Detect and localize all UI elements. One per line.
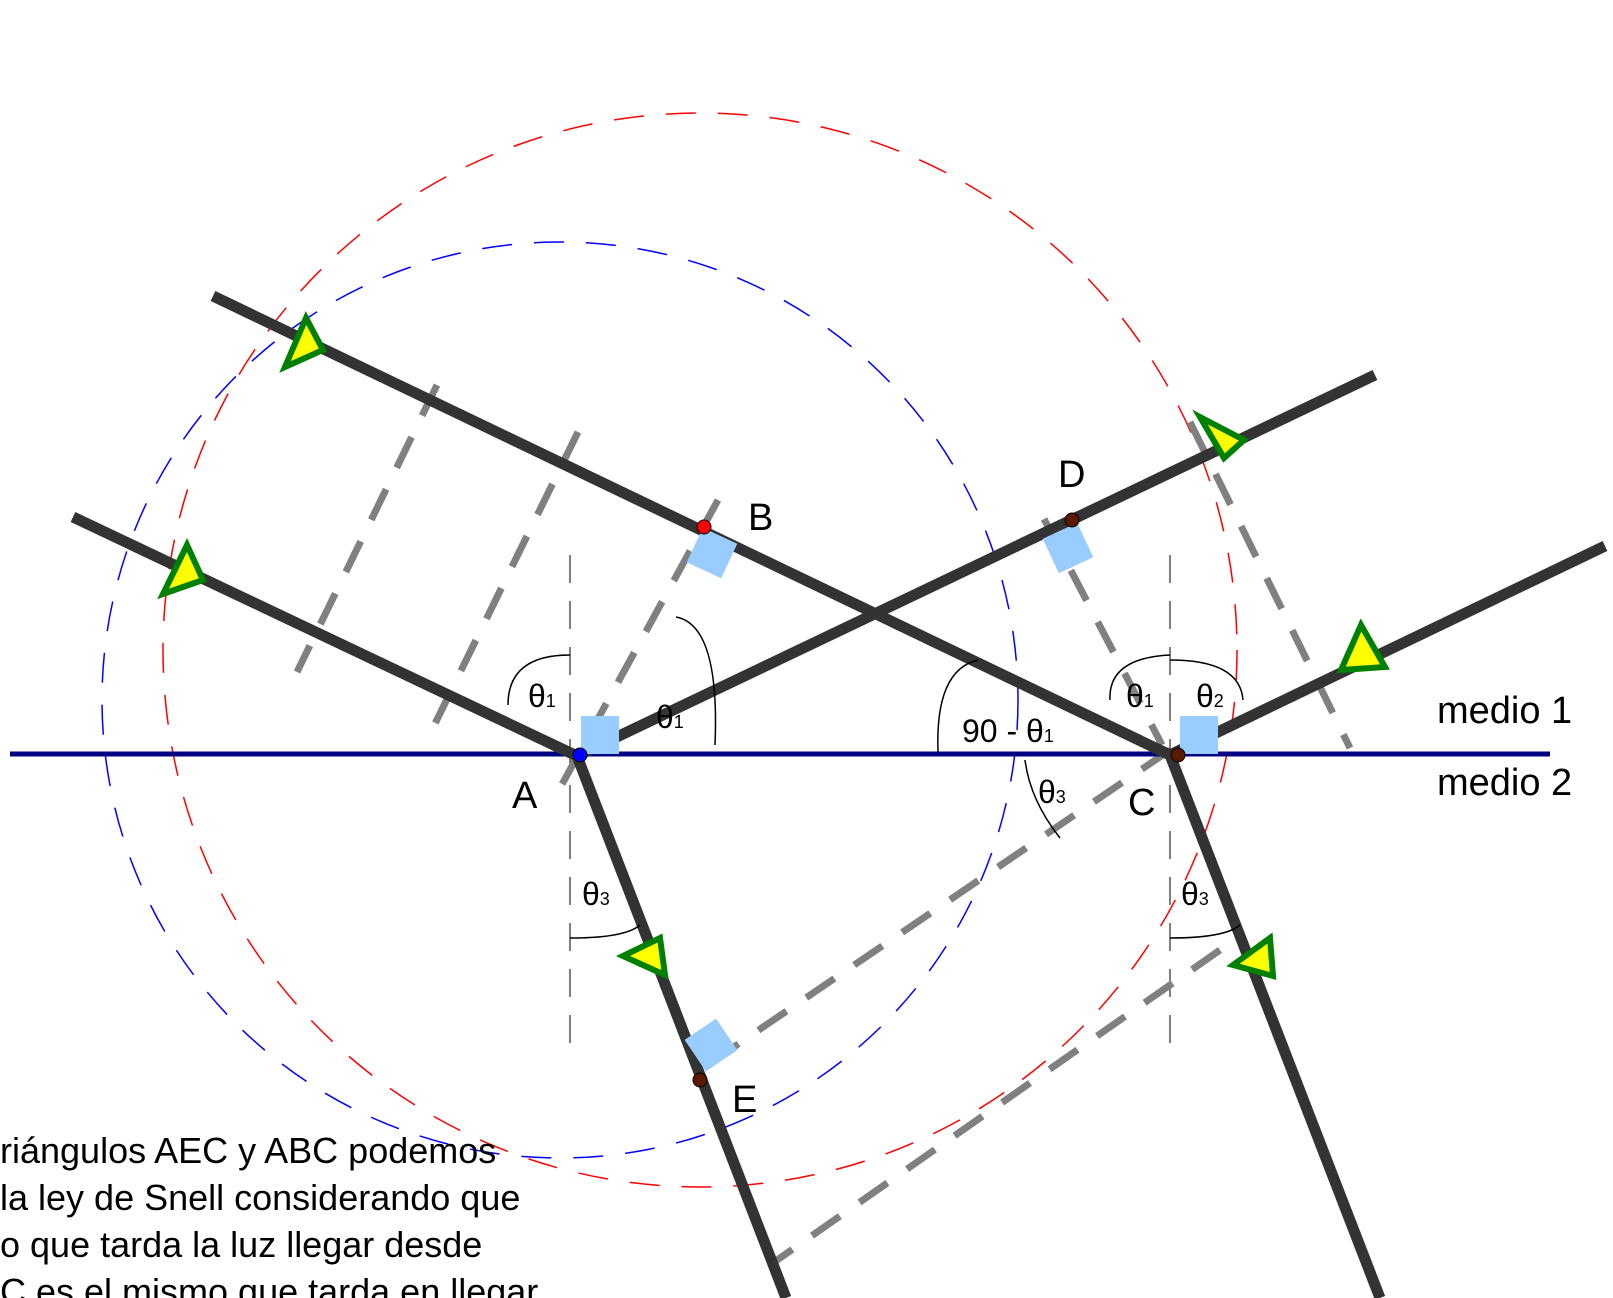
angle-label-theta1-a: θ1 — [528, 678, 556, 714]
refracted-wavefront-1 — [698, 747, 1172, 1073]
arrow-reflected-d — [1192, 409, 1250, 463]
point-c-dot — [1170, 747, 1186, 763]
arrow-incident-upper — [279, 311, 328, 373]
arc-complement — [937, 659, 979, 753]
point-b-dot — [696, 519, 712, 535]
angle-label-theta3-c: θ3 — [1181, 876, 1209, 912]
right-angle-marker-b — [686, 527, 738, 579]
refracted-ray-from-c — [1164, 753, 1386, 1298]
caption-line-3: o que tarda la luz llegar desde — [0, 1224, 482, 1265]
angle-label-theta2-c: θ2 — [1196, 678, 1224, 714]
angle-label-theta3-e: θ3 — [1038, 774, 1066, 810]
point-label-c: C — [1128, 782, 1155, 824]
arrow-incident-lower — [157, 537, 208, 600]
right-angle-marker-a — [581, 716, 619, 754]
incident-ray-lower — [70, 512, 580, 761]
angle-label-theta1-reflected: θ1 — [656, 699, 684, 735]
point-label-a: A — [512, 775, 538, 817]
arc-theta1-c — [1109, 654, 1171, 701]
arc-theta3-e — [1024, 759, 1061, 839]
arrow-refracted-c — [1226, 932, 1277, 981]
angle-label-theta1-c: θ1 — [1126, 678, 1154, 714]
arc-theta3-c — [1169, 924, 1241, 939]
angle-label-theta3-a: θ3 — [582, 876, 610, 912]
refracted-wavefront-2 — [767, 947, 1223, 1268]
point-e-dot — [692, 1072, 708, 1088]
incident-ray-upper — [210, 291, 1173, 760]
point-label-d: D — [1058, 454, 1085, 496]
angle-arcs — [507, 616, 1244, 939]
caption-line-1: riángulos AEC y ABC podemos — [0, 1130, 496, 1171]
reflected-wavefront-1 — [1040, 517, 1166, 747]
blue-wavefront-circle — [101, 241, 1019, 1159]
point-label-b: B — [748, 497, 773, 539]
arrow-reflected-c — [1336, 618, 1390, 674]
refracted-ray-from-a — [571, 754, 792, 1298]
arc-theta2-c — [1169, 659, 1244, 701]
medium-1-label: medio 1 — [1437, 690, 1572, 732]
point-d-dot — [1064, 512, 1080, 528]
point-label-e: E — [732, 1079, 757, 1121]
arrow-refracted-a — [615, 933, 669, 980]
point-a-dot — [572, 747, 588, 763]
arc-theta3-a — [569, 924, 641, 939]
medium-2-label: medio 2 — [1437, 762, 1572, 804]
right-angle-marker-c — [1180, 716, 1218, 754]
right-angle-marker-e — [684, 1018, 738, 1072]
wavefronts — [293, 383, 1354, 1268]
caption-line-2: la ley de Snell considerando que — [0, 1177, 520, 1218]
reflected-wavefront-2 — [1186, 420, 1354, 750]
arc-theta1-left — [507, 654, 571, 706]
red-wavefront-circle — [162, 112, 1238, 1188]
right-angle-markers — [581, 522, 1218, 1072]
caption-line-4: C es el mismo que tarda en llegar — [0, 1271, 538, 1298]
reflected-ray-from-c — [1167, 541, 1608, 760]
arc-theta1-reflected — [675, 616, 717, 746]
direction-arrows — [157, 311, 1390, 981]
angle-label-complement: 90 - θ1 — [962, 713, 1054, 749]
right-angle-marker-d — [1042, 522, 1094, 574]
